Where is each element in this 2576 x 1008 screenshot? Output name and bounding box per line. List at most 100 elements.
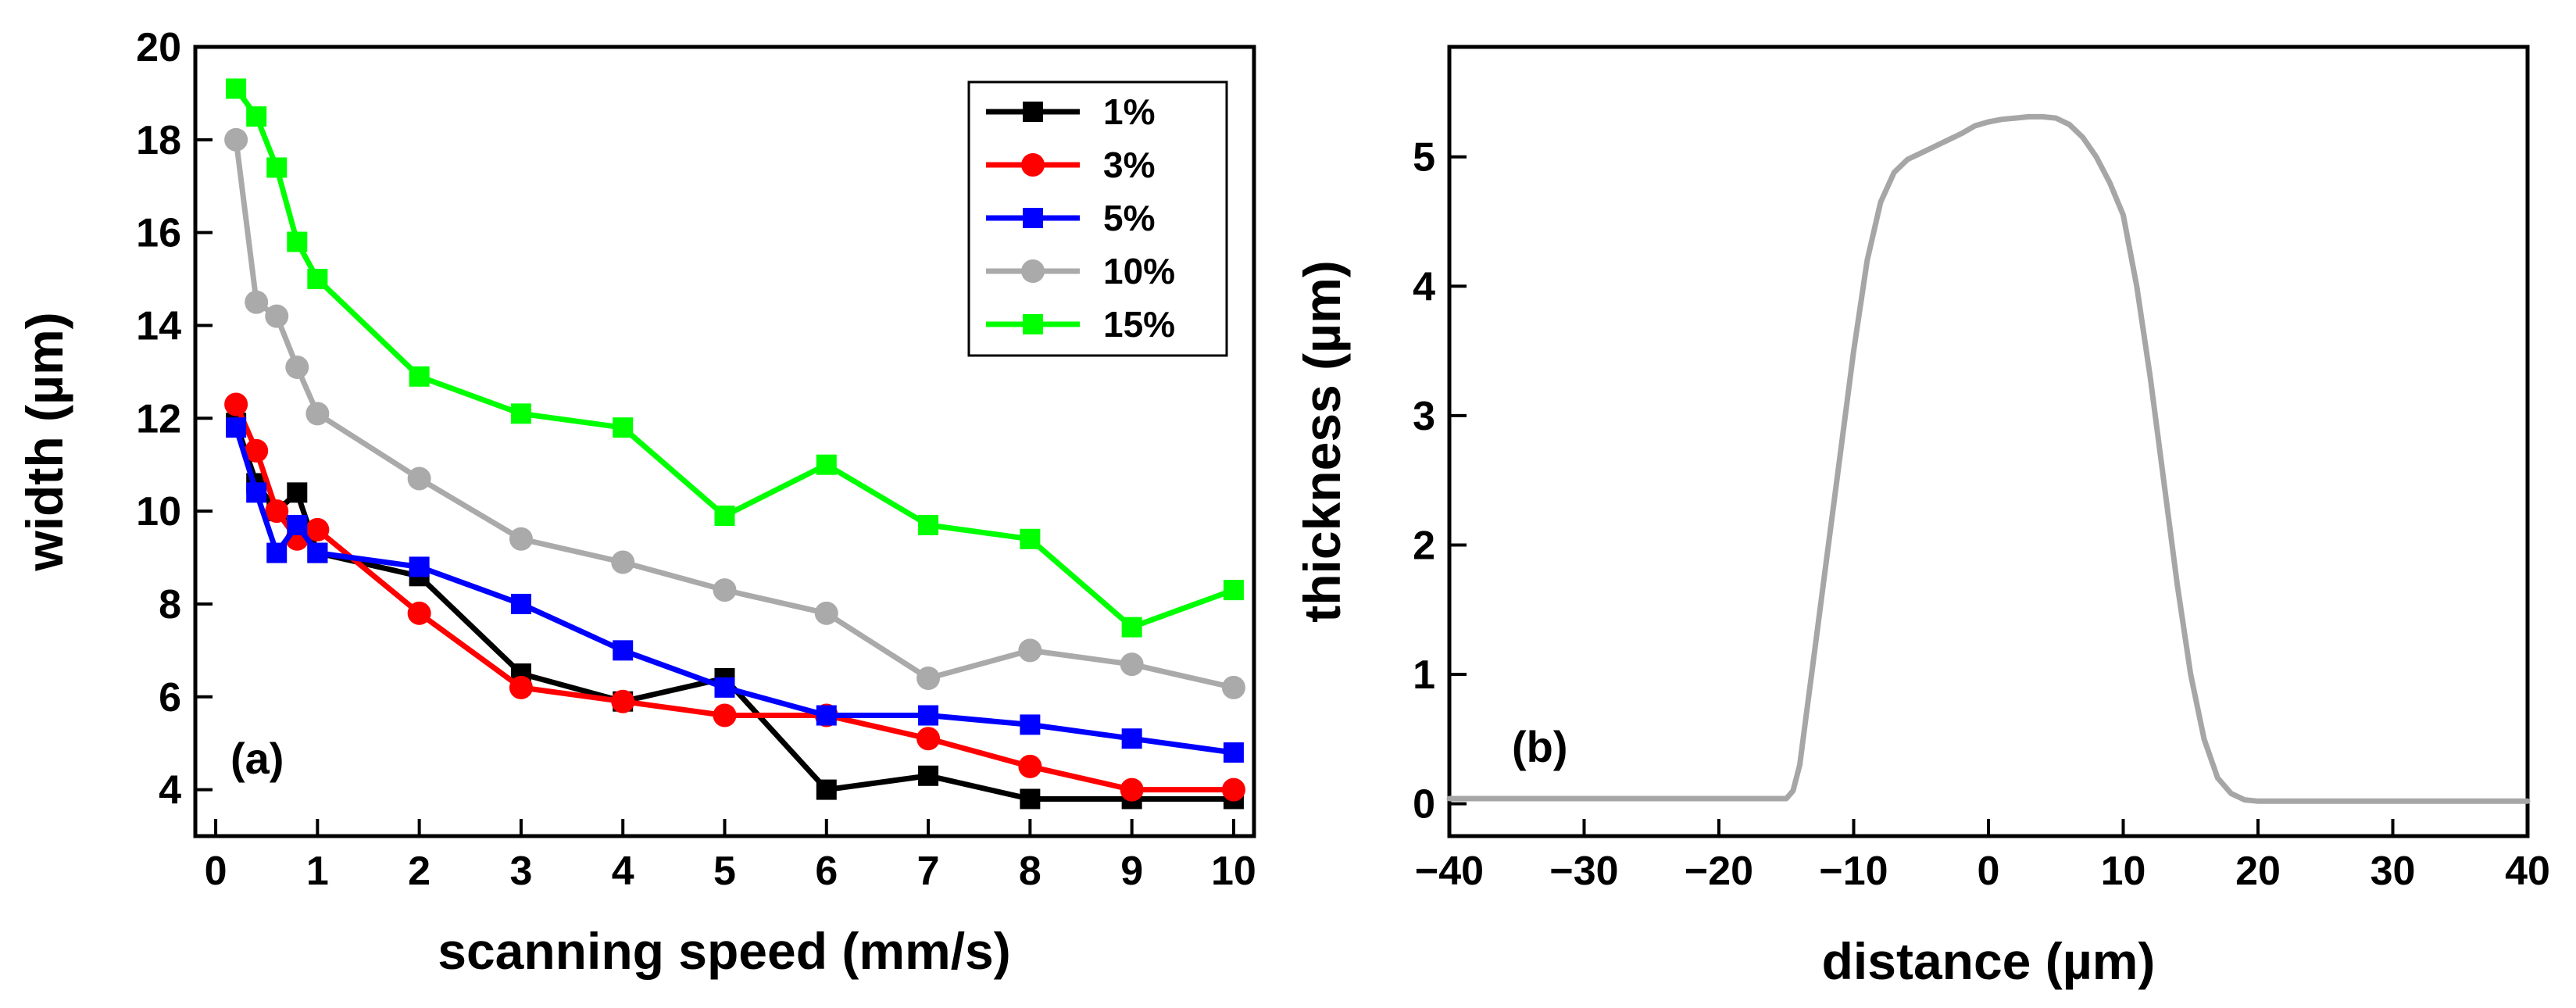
panel-a-0-y-tick-label: 8 bbox=[159, 582, 181, 627]
panel-a-0-y-tick-label: 20 bbox=[136, 25, 181, 70]
panel-b-1-y-tick-label: 4 bbox=[1413, 264, 1435, 309]
data-point-1pct bbox=[918, 765, 939, 786]
panel-b-thickness-profile: −40 −30 −20 −10 0 10 20 30 40 0 1 2 3 4 5 (b) distance… bbox=[1293, 45, 2550, 990]
panel-a-0-y-tick-label: 10 bbox=[136, 489, 181, 534]
legend-marker-5pct bbox=[1023, 208, 1043, 228]
data-point-5pct bbox=[1121, 728, 1142, 749]
panel-b-ticks: −40 −30 −20 −10 0 10 20 30 40 0 1 2 3 4 5 bbox=[1413, 135, 2550, 894]
panel-b-1-x-tick-label: −30 bbox=[1549, 849, 1618, 894]
panel-a-0-x-tick-label: 3 bbox=[509, 849, 532, 894]
legend-label-1pct: 1% bbox=[1103, 91, 1155, 132]
data-point-5pct bbox=[266, 542, 288, 563]
panel-a-0-x-tick-label: 4 bbox=[612, 849, 634, 894]
data-point-3pct bbox=[224, 392, 248, 416]
data-point-3pct bbox=[611, 689, 635, 713]
data-point-5pct bbox=[246, 482, 267, 503]
data-point-15pct bbox=[1121, 617, 1142, 638]
panel-b-1-y-tick-label: 5 bbox=[1413, 135, 1435, 181]
panel-b-1-y-tick-label: 2 bbox=[1413, 523, 1435, 568]
data-point-3pct bbox=[1221, 777, 1245, 802]
data-point-5pct bbox=[1223, 742, 1244, 763]
panel-b-1-x-tick-label: −20 bbox=[1685, 849, 1753, 894]
legend-marker-15pct bbox=[1023, 314, 1043, 334]
data-point-15pct bbox=[714, 506, 735, 527]
panel-a-0-y-tick-label: 16 bbox=[136, 211, 181, 256]
data-point-10pct bbox=[509, 527, 533, 551]
panel-b-1-y-tick-label: 0 bbox=[1413, 782, 1435, 827]
panel-b-1-y-tick-label: 1 bbox=[1413, 652, 1435, 698]
panel-a-series bbox=[224, 78, 1245, 810]
panel-a-0-x-tick-label: 0 bbox=[205, 849, 227, 894]
data-point-15pct bbox=[409, 366, 430, 387]
panel-a-0-x-tick-label: 7 bbox=[917, 849, 940, 894]
data-point-15pct bbox=[266, 157, 288, 178]
panel-a-x-axis-title: scanning speed (mm/s) bbox=[438, 922, 1011, 980]
panel-a-0-x-tick-label: 9 bbox=[1120, 849, 1143, 894]
panel-a-0-x-tick-label: 5 bbox=[713, 849, 736, 894]
panel-a-0-x-tick-label: 10 bbox=[1211, 849, 1256, 894]
data-point-5pct bbox=[1020, 714, 1041, 735]
panel-b-series bbox=[1446, 113, 2531, 804]
data-point-3pct bbox=[713, 703, 737, 727]
data-point-10pct bbox=[814, 601, 838, 625]
data-point-10pct bbox=[713, 578, 737, 602]
panel-a-0-y-tick-label: 12 bbox=[136, 396, 181, 441]
panel-b-1-y-tick-label: 3 bbox=[1413, 394, 1435, 439]
panel-b-1-x-tick-label: 0 bbox=[1978, 849, 2000, 894]
panel-a-0-x-tick-label: 8 bbox=[1019, 849, 1041, 894]
data-point-3pct bbox=[305, 517, 330, 542]
panel-b-1-x-tick-label: −10 bbox=[1819, 849, 1888, 894]
data-point-10pct bbox=[916, 667, 941, 690]
data-point-15pct bbox=[1223, 580, 1244, 601]
panel-b-y-axis-title: thickness (µm) bbox=[1293, 260, 1351, 622]
data-point-5pct bbox=[287, 514, 308, 535]
panel-b-1-x-tick-label: −40 bbox=[1415, 849, 1484, 894]
data-point-15pct bbox=[226, 78, 247, 99]
data-point-10pct bbox=[265, 304, 289, 328]
data-point-10pct bbox=[245, 290, 269, 314]
data-point-5pct bbox=[226, 417, 247, 438]
data-point-10pct bbox=[224, 127, 248, 152]
panel-a-0-x-tick-label: 1 bbox=[306, 849, 329, 894]
data-point-5pct bbox=[510, 593, 531, 614]
data-point-1pct bbox=[816, 779, 837, 800]
panel-b-1-x-tick-label: 20 bbox=[2235, 849, 2281, 894]
data-point-10pct bbox=[407, 466, 431, 491]
thickness-profile-line bbox=[1446, 113, 2531, 804]
panel-a-0-y-tick-label: 14 bbox=[136, 303, 181, 349]
panel-b-x-axis-title: distance (µm) bbox=[1822, 932, 2156, 990]
legend-marker-10pct bbox=[1021, 259, 1045, 283]
panel-a-0-y-tick-label: 18 bbox=[136, 118, 181, 163]
data-point-15pct bbox=[1020, 528, 1041, 549]
series-10pct bbox=[224, 127, 1245, 699]
data-point-3pct bbox=[1018, 754, 1042, 778]
data-point-15pct bbox=[510, 403, 531, 424]
data-point-5pct bbox=[918, 705, 939, 726]
legend-label-3pct: 3% bbox=[1103, 145, 1155, 185]
data-point-5pct bbox=[613, 640, 634, 661]
data-point-10pct bbox=[611, 550, 635, 574]
data-point-10pct bbox=[1018, 638, 1042, 663]
data-point-3pct bbox=[916, 727, 941, 751]
data-point-1pct bbox=[287, 482, 308, 503]
panel-a-legend: 1% 3% 5% 10% 15% bbox=[967, 80, 1228, 357]
data-point-10pct bbox=[285, 355, 309, 379]
panel-b-label: (b) bbox=[1512, 722, 1568, 771]
data-point-15pct bbox=[307, 269, 328, 290]
panel-b-1-x-tick-label: 40 bbox=[2505, 849, 2550, 894]
data-point-5pct bbox=[307, 542, 328, 563]
legend-label-10pct: 10% bbox=[1103, 251, 1175, 291]
panel-a-label: (a) bbox=[230, 734, 284, 783]
data-point-15pct bbox=[246, 106, 267, 127]
data-point-10pct bbox=[305, 402, 330, 426]
data-point-3pct bbox=[245, 438, 269, 463]
panel-a-0-y-tick-label: 4 bbox=[159, 768, 181, 813]
data-point-10pct bbox=[1221, 675, 1245, 699]
legend-marker-1pct bbox=[1023, 102, 1043, 122]
legend-marker-3pct bbox=[1021, 153, 1045, 177]
series-line-15pct bbox=[234, 87, 1235, 631]
legend-label-5pct: 5% bbox=[1103, 198, 1155, 238]
